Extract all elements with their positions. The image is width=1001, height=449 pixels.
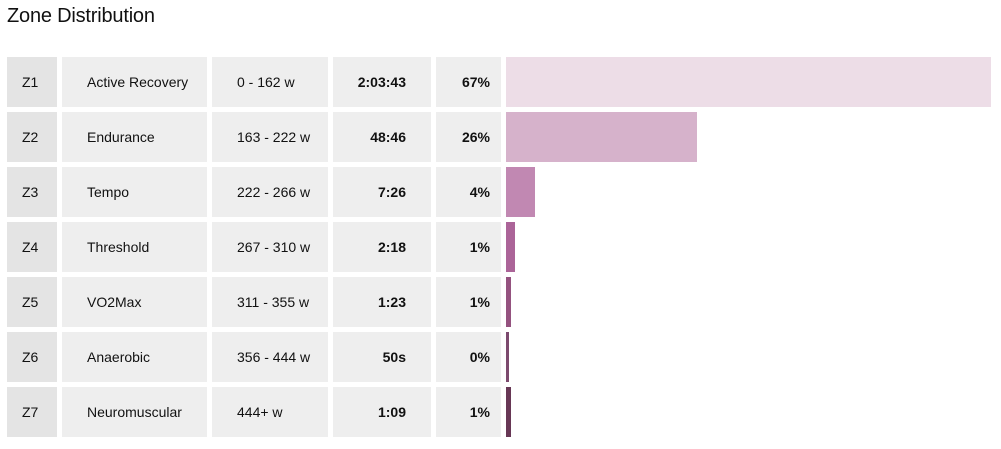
zone-percent: 26%	[436, 112, 501, 162]
zone-power-range: 267 - 310 w	[212, 222, 328, 272]
zone-bar-z1	[506, 57, 991, 107]
zone-bar-track	[506, 112, 991, 162]
zone-percent: 67%	[436, 57, 501, 107]
zone-label: Z3	[7, 167, 57, 217]
zone-time: 1:23	[333, 277, 431, 327]
zone-bar-z4	[506, 222, 515, 272]
zone-name: Neuromuscular	[62, 387, 207, 437]
zone-bar-z6	[506, 332, 509, 382]
zone-bar-z7	[506, 387, 511, 437]
zone-power-range: 356 - 444 w	[212, 332, 328, 382]
zone-name: Threshold	[62, 222, 207, 272]
zone-label: Z7	[7, 387, 57, 437]
zone-power-range: 222 - 266 w	[212, 167, 328, 217]
zone-bar-track	[506, 277, 991, 327]
zone-bar-z2	[506, 112, 697, 162]
zone-row-z1: Z1 Active Recovery 0 - 162 w 2:03:43 67%	[7, 57, 991, 107]
zone-row-z3: Z3 Tempo 222 - 266 w 7:26 4%	[7, 167, 991, 217]
zone-name: Tempo	[62, 167, 207, 217]
zone-row-z6: Z6 Anaerobic 356 - 444 w 50s 0%	[7, 332, 991, 382]
zone-time: 1:09	[333, 387, 431, 437]
zone-power-range: 311 - 355 w	[212, 277, 328, 327]
zone-row-z2: Z2 Endurance 163 - 222 w 48:46 26%	[7, 112, 991, 162]
zone-name: Anaerobic	[62, 332, 207, 382]
zone-time: 48:46	[333, 112, 431, 162]
zone-label: Z4	[7, 222, 57, 272]
zone-percent: 1%	[436, 222, 501, 272]
zone-power-range: 163 - 222 w	[212, 112, 328, 162]
zone-time: 7:26	[333, 167, 431, 217]
zone-bar-track	[506, 167, 991, 217]
zone-bar-z3	[506, 167, 535, 217]
zone-row-z7: Z7 Neuromuscular 444+ w 1:09 1%	[7, 387, 991, 437]
zone-power-range: 444+ w	[212, 387, 328, 437]
zone-label: Z6	[7, 332, 57, 382]
zone-row-z4: Z4 Threshold 267 - 310 w 2:18 1%	[7, 222, 991, 272]
zone-percent: 1%	[436, 387, 501, 437]
zone-percent: 4%	[436, 167, 501, 217]
zone-time: 2:18	[333, 222, 431, 272]
zone-table: Z1 Active Recovery 0 - 162 w 2:03:43 67% Z2 En…	[7, 57, 991, 442]
zone-percent: 0%	[436, 332, 501, 382]
zone-label: Z1	[7, 57, 57, 107]
zone-time: 50s	[333, 332, 431, 382]
zone-name: VO2Max	[62, 277, 207, 327]
zone-bar-track	[506, 222, 991, 272]
zone-name: Active Recovery	[62, 57, 207, 107]
zone-label: Z2	[7, 112, 57, 162]
zone-label: Z5	[7, 277, 57, 327]
zone-bar-track	[506, 332, 991, 382]
zone-name: Endurance	[62, 112, 207, 162]
zone-power-range: 0 - 162 w	[212, 57, 328, 107]
zone-bar-track	[506, 57, 991, 107]
zone-percent: 1%	[436, 277, 501, 327]
zone-row-z5: Z5 VO2Max 311 - 355 w 1:23 1%	[7, 277, 991, 327]
zone-bar-z5	[506, 277, 511, 327]
zone-bar-track	[506, 387, 991, 437]
chart-title: Zone Distribution	[7, 5, 155, 27]
zone-time: 2:03:43	[333, 57, 431, 107]
